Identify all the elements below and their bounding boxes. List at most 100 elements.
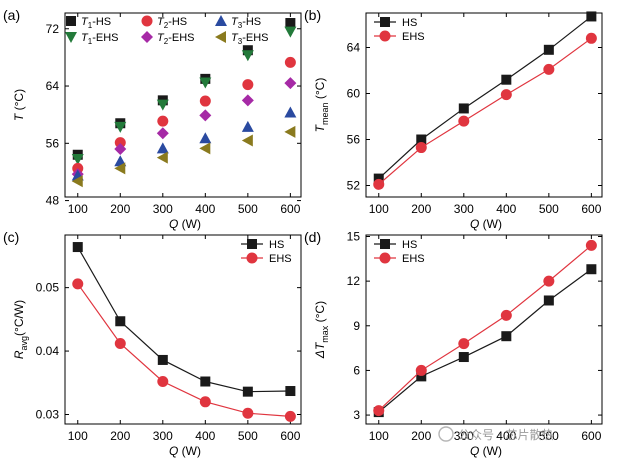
legend-marker <box>215 31 226 43</box>
data-point <box>415 142 427 154</box>
series-EHS <box>373 32 597 190</box>
plot-frame <box>365 12 603 198</box>
data-point <box>72 242 83 253</box>
data-point <box>284 125 296 138</box>
y-axis-label: ΔTmax (°C) <box>313 301 330 359</box>
series-HS <box>373 264 597 418</box>
data-point <box>241 120 254 132</box>
y-tick-label: 9 <box>353 319 360 333</box>
data-point <box>157 354 168 365</box>
plot-frame <box>64 12 302 198</box>
data-point <box>585 239 597 251</box>
watermark-text: 公众号 · 芯片散热 <box>458 427 553 442</box>
data-point <box>284 26 297 38</box>
y-tick-label: 52 <box>347 179 361 193</box>
x-tick-label: 100 <box>68 429 88 443</box>
x-axis-label: Q (W) <box>169 217 201 231</box>
data-point <box>199 142 211 155</box>
series-line <box>378 15 592 180</box>
legend-label: EHS <box>402 31 425 43</box>
series-HS <box>72 242 296 397</box>
data-point <box>72 278 84 290</box>
wechat-icon <box>438 426 454 442</box>
y-axis-label: T (°C) <box>12 89 26 121</box>
y-axis-label: Ravg(°C/W) <box>12 300 29 359</box>
panel-label: (d) <box>304 229 321 245</box>
data-point <box>200 376 211 387</box>
series-line <box>378 268 592 413</box>
data-point <box>543 295 554 306</box>
data-point <box>373 173 384 184</box>
data-point <box>284 410 296 422</box>
series-T3-EHS <box>71 125 296 188</box>
plot-frame <box>64 234 302 425</box>
data-point <box>114 337 126 349</box>
series-T2-HS <box>72 56 296 174</box>
series-EHS <box>373 239 597 417</box>
legend: HS EHS <box>374 239 425 265</box>
y-tick-label: 60 <box>347 87 361 101</box>
x-tick-label: 100 <box>369 429 389 443</box>
x-tick-label: 600 <box>581 429 601 443</box>
x-tick-label: 500 <box>539 202 559 216</box>
legend-marker <box>380 17 390 27</box>
legend-label: T1-EHS <box>81 32 118 46</box>
x-tick-label: 400 <box>195 429 215 443</box>
legend: HS EHS <box>374 17 425 43</box>
panel-label: (c) <box>3 229 19 245</box>
series-line <box>77 246 291 393</box>
legend-marker <box>380 239 390 249</box>
legend-label: HS <box>269 239 284 251</box>
y-axis-label: Tmean (°C) <box>313 78 330 133</box>
x-tick-label: 500 <box>238 202 258 216</box>
x-axis-label: Q (W) <box>169 444 201 458</box>
data-point <box>241 134 253 147</box>
data-point <box>416 371 427 382</box>
panel-label: (a) <box>3 7 20 23</box>
data-point <box>500 89 512 101</box>
data-point <box>199 95 211 107</box>
x-tick-label: 300 <box>153 429 173 443</box>
legend-marker <box>215 15 227 26</box>
series-line <box>378 244 592 412</box>
y-tick-label: 0.04 <box>36 344 60 358</box>
data-point <box>284 106 297 118</box>
data-point <box>114 121 127 133</box>
legend: HS EHS <box>241 239 292 265</box>
watermark: 公众号 · 芯片散热 <box>438 426 553 442</box>
data-point <box>586 11 597 22</box>
series-EHS <box>72 278 296 422</box>
data-point <box>284 56 296 68</box>
x-axis-label: Q (W) <box>470 217 502 231</box>
data-point <box>156 151 168 164</box>
data-point <box>458 338 470 350</box>
data-point <box>114 155 127 167</box>
x-tick-label: 300 <box>454 202 474 216</box>
x-tick-label: 400 <box>496 202 516 216</box>
legend-label: EHS <box>402 253 425 265</box>
data-point <box>199 109 212 122</box>
x-tick-label: 600 <box>280 202 300 216</box>
chart-panel-1: 100 200 300 400 500 600 48 56 64 72 (a) Q (W) T (°C)… <box>3 7 302 231</box>
data-point <box>284 77 297 90</box>
legend-label: T1-HS <box>81 16 111 30</box>
legend-marker <box>379 30 391 42</box>
series-line <box>378 37 592 185</box>
plot-frame <box>365 234 603 425</box>
data-point <box>585 32 597 44</box>
y-tick-label: 12 <box>347 274 361 288</box>
x-tick-label: 500 <box>238 429 258 443</box>
legend-label: T3-HS <box>231 16 261 30</box>
data-point <box>373 178 385 190</box>
x-tick-label: 200 <box>411 429 431 443</box>
panel-label: (b) <box>304 7 321 23</box>
data-point <box>199 132 212 144</box>
y-tick-label: 64 <box>46 79 60 93</box>
y-tick-label: 6 <box>353 363 360 377</box>
x-tick-label: 600 <box>581 202 601 216</box>
data-point <box>241 94 254 107</box>
series-line <box>77 283 291 417</box>
x-tick-label: 200 <box>411 202 431 216</box>
legend-marker <box>246 252 258 264</box>
series-T1-EHS <box>71 26 297 166</box>
